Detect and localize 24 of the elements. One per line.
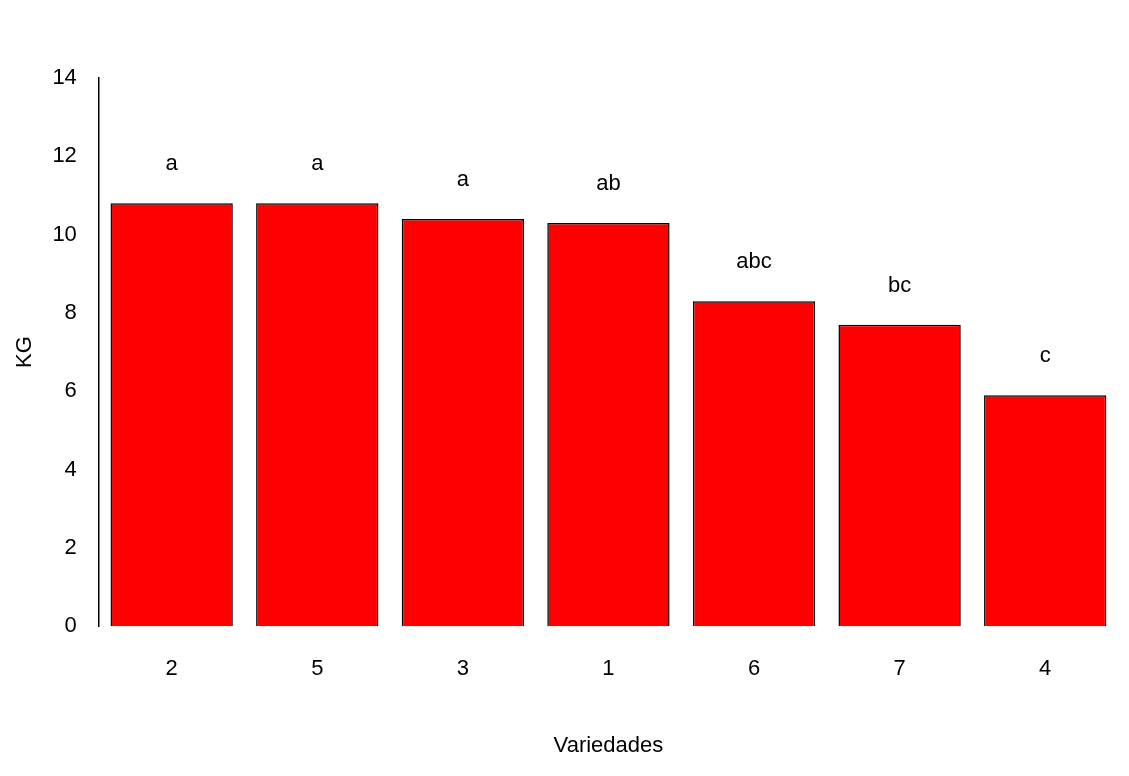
x-tick-label: 3 [456, 655, 469, 681]
annotation: ab [596, 169, 621, 195]
y-tick-label: 2 [64, 533, 77, 559]
y-tick-label: 0 [64, 612, 77, 638]
y-tick-label: 12 [52, 142, 77, 168]
x-tick-label: 4 [1039, 655, 1052, 681]
x-tick-label: 5 [311, 655, 324, 681]
annotation: bc [887, 271, 912, 297]
annotation: a [456, 166, 470, 192]
annotation: abc [736, 248, 772, 274]
y-tick-label: 10 [52, 220, 77, 246]
annotation: c [1039, 342, 1051, 368]
x-tick-label: 2 [165, 655, 178, 681]
y-tick-label: 8 [64, 299, 77, 325]
y-axis-title: KG [11, 336, 37, 368]
x-axis-title: Variedades [553, 731, 664, 757]
annotation: a [311, 150, 325, 176]
x-tick-label: 7 [893, 655, 906, 681]
annotation: a [165, 150, 179, 176]
x-tick-label: 6 [747, 655, 761, 681]
y-tick-label: 14 [52, 64, 77, 90]
x-tick-label: 1 [602, 655, 615, 681]
y-tick-label: 4 [64, 455, 77, 481]
y-tick-label: 6 [64, 377, 77, 403]
